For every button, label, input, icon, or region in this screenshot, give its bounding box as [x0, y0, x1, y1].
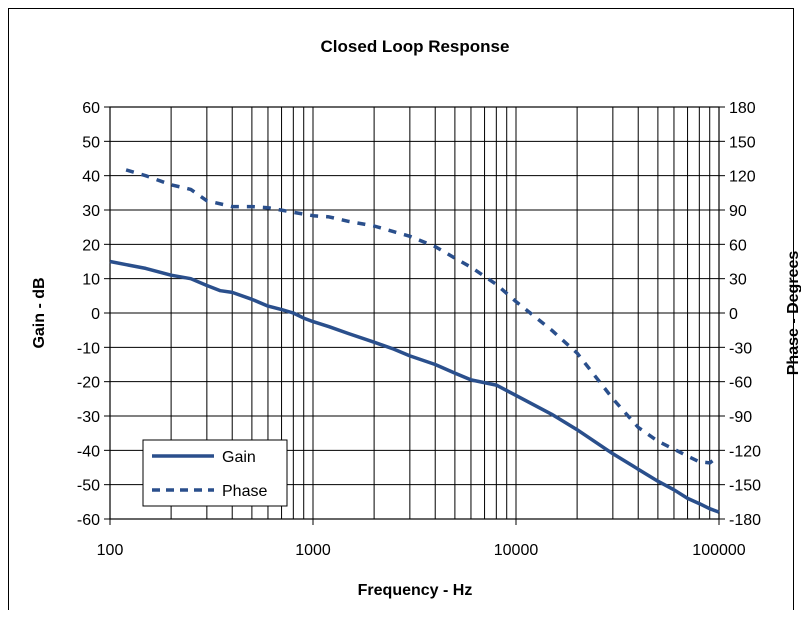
- chart-frame: [8, 8, 794, 610]
- y2-tick-label: 90: [729, 203, 747, 220]
- chart-title: Closed Loop Response: [321, 37, 510, 56]
- y2-tick-label: -60: [729, 375, 752, 392]
- y2-tick-label: 60: [729, 237, 747, 254]
- y-tick-label: 20: [82, 237, 100, 254]
- y-tick-label: 10: [82, 272, 100, 289]
- legend-phase-label: Phase: [222, 483, 267, 500]
- y-tick-label: -50: [77, 478, 100, 495]
- y-tick-label: 60: [82, 100, 100, 117]
- legend-gain-label: Gain: [222, 449, 256, 466]
- y-tick-label: -30: [77, 409, 100, 426]
- y2-tick-label: 30: [729, 272, 747, 289]
- legend: Gain Phase: [142, 439, 288, 507]
- y-tick-label: -20: [77, 375, 100, 392]
- y2-tick-label: -90: [729, 409, 752, 426]
- y2-tick-label: 180: [729, 100, 756, 117]
- y-tick-label: 50: [82, 134, 100, 151]
- left-axis-ticks: 60 50 40 30 20 10 0 -10 -20 -30 -40 -50 -60: [77, 100, 110, 529]
- y2-tick-label: 120: [729, 169, 756, 186]
- y2-axis-label: Phase - Degrees: [785, 251, 801, 376]
- y2-tick-label: 150: [729, 134, 756, 151]
- series-lines: [109, 168, 721, 514]
- y-tick-label: 30: [82, 203, 100, 220]
- x-axis-label: Frequency - Hz: [358, 582, 473, 599]
- y2-tick-label: -120: [729, 443, 761, 460]
- series-phase-line: [125, 168, 721, 465]
- y-tick-label: 0: [91, 306, 100, 323]
- series-gain-line: [109, 259, 720, 514]
- y-tick-label: -40: [77, 443, 100, 460]
- y2-tick-label: 0: [729, 306, 738, 323]
- y2-tick-label: -30: [729, 340, 752, 357]
- x-tick-label: 10000: [494, 542, 539, 559]
- x-tick-label: 1000: [295, 542, 331, 559]
- x-tick-label: 100000: [692, 542, 745, 559]
- y-tick-label: 40: [82, 169, 100, 186]
- y2-tick-label: -150: [729, 478, 761, 495]
- y-axis-label: Gain - dB: [31, 277, 48, 348]
- y2-tick-label: -180: [729, 512, 761, 529]
- legend-box: [142, 439, 288, 507]
- y-tick-label: -10: [77, 340, 100, 357]
- x-tick-label: 100: [97, 542, 124, 559]
- y-tick-label: -60: [77, 512, 100, 529]
- x-axis-ticks: 100 1000 10000 100000: [97, 519, 746, 559]
- right-axis-ticks: 180 150 120 90 60 30 0 -30 -60 -90 -120 -150 -180: [719, 100, 761, 529]
